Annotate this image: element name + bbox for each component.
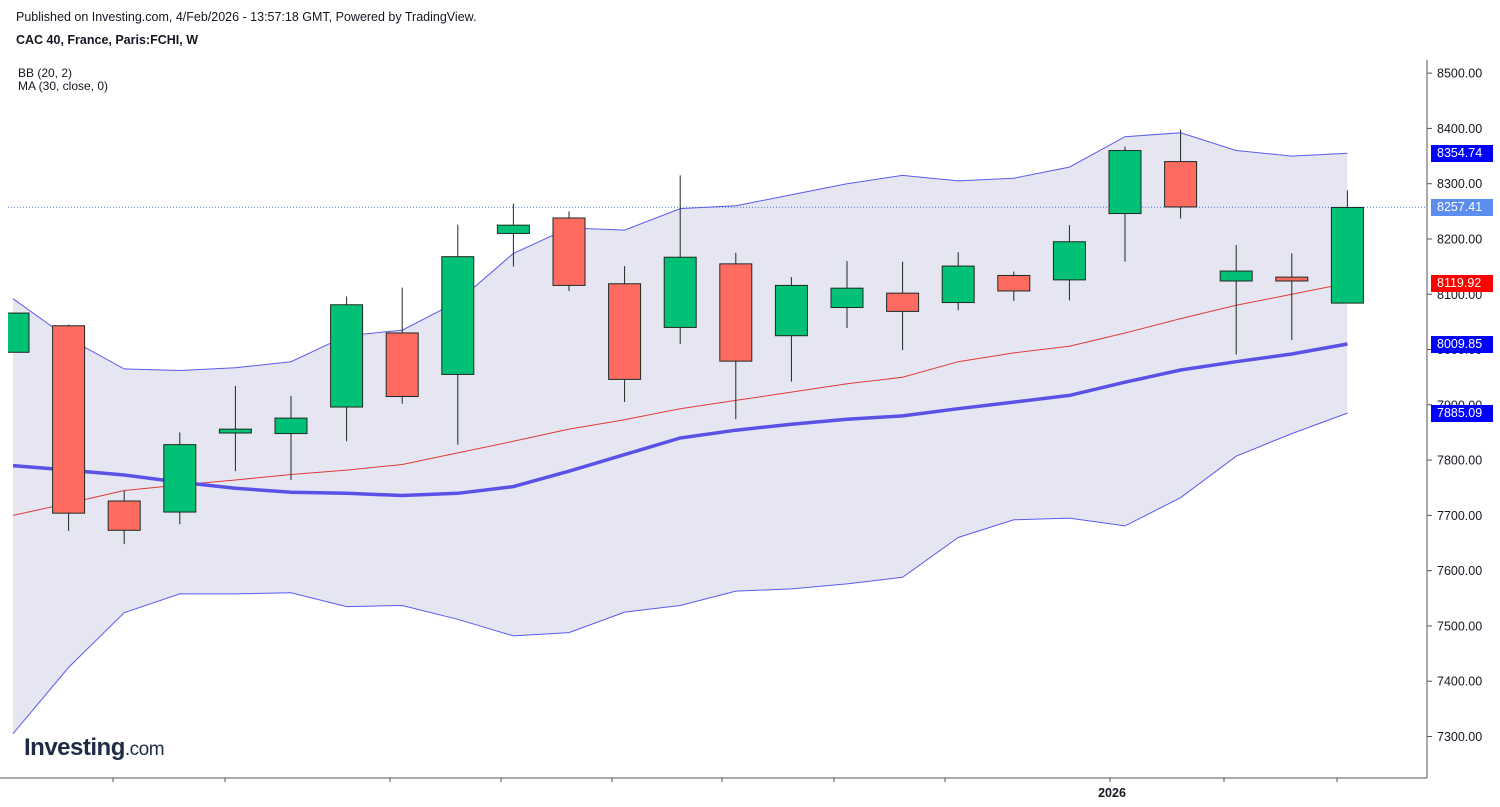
candle-body-down bbox=[107, 500, 141, 531]
logo-name: Investing bbox=[24, 734, 125, 761]
ma-line bbox=[12, 342, 1348, 498]
candle-body-up bbox=[496, 224, 530, 234]
candle bbox=[163, 432, 197, 525]
candle-body-up bbox=[274, 417, 308, 435]
bb-lower-line bbox=[12, 412, 1348, 735]
candle-body-up bbox=[441, 256, 475, 375]
logo-suffix: .com bbox=[124, 739, 165, 760]
bb-indicator-label[interactable]: BB (20, 2) bbox=[18, 66, 73, 80]
candle-body-up bbox=[774, 284, 808, 337]
candles-layer bbox=[8, 129, 1364, 545]
candle bbox=[663, 175, 697, 345]
candle-body-down bbox=[1164, 161, 1198, 208]
candle bbox=[1219, 245, 1253, 355]
symbol-title: CAC 40, France, Paris:FCHI, W bbox=[16, 33, 198, 47]
last-price-tag: 8257.41 bbox=[1431, 198, 1493, 216]
candle-body-up bbox=[830, 287, 864, 309]
candle bbox=[1330, 190, 1364, 304]
candle bbox=[274, 395, 308, 481]
candle bbox=[719, 252, 753, 420]
bb-upper-price-tag: 8354.74 bbox=[1431, 144, 1493, 162]
bb-lower-price-tag: 7885.09 bbox=[1431, 404, 1493, 422]
candle-body-up bbox=[941, 265, 975, 304]
y-tick-label: 8400.00 bbox=[1437, 122, 1482, 136]
candle-body-up bbox=[8, 312, 30, 353]
candle-body-down bbox=[1275, 276, 1309, 282]
candle-body-up bbox=[330, 304, 364, 408]
candle-body-up bbox=[218, 428, 252, 434]
y-tick-label: 7500.00 bbox=[1437, 619, 1482, 633]
candle-body-down bbox=[608, 283, 642, 380]
candle bbox=[8, 312, 30, 353]
candle-body-up bbox=[1108, 150, 1142, 215]
candle bbox=[441, 224, 475, 445]
candle bbox=[107, 490, 141, 545]
candle bbox=[830, 261, 864, 328]
candle-body-down bbox=[997, 274, 1031, 292]
candle-body-up bbox=[1330, 206, 1364, 304]
candle bbox=[52, 324, 86, 531]
candle bbox=[496, 203, 530, 267]
y-tick-label: 7400.00 bbox=[1437, 675, 1482, 689]
candle-body-down bbox=[886, 292, 920, 312]
investing-logo: Investing.com bbox=[24, 734, 165, 762]
candle-body-down bbox=[385, 332, 419, 398]
candle-body-down bbox=[52, 325, 86, 514]
indicator-lines-layer bbox=[8, 206, 1427, 516]
candle-body-down bbox=[552, 217, 586, 286]
candle bbox=[218, 386, 252, 472]
candle-body-up bbox=[1219, 270, 1253, 282]
candle bbox=[886, 261, 920, 351]
candle bbox=[608, 266, 642, 403]
y-tick-label: 7300.00 bbox=[1437, 730, 1482, 744]
candle bbox=[1052, 225, 1086, 301]
candle bbox=[552, 211, 586, 291]
candle bbox=[997, 271, 1031, 301]
candle bbox=[1108, 146, 1142, 262]
x-tick-label: 2026 bbox=[1098, 786, 1126, 800]
candle-body-up bbox=[1052, 241, 1086, 281]
candle bbox=[385, 287, 419, 404]
candle-body-up bbox=[163, 444, 197, 513]
candle bbox=[330, 296, 364, 442]
ma-price-tag: 8009.85 bbox=[1431, 335, 1493, 353]
y-tick-label: 8200.00 bbox=[1437, 232, 1482, 246]
published-caption: Published on Investing.com, 4/Feb/2026 -… bbox=[16, 10, 477, 24]
y-tick-label: 8500.00 bbox=[1437, 67, 1482, 81]
candle bbox=[1275, 253, 1309, 341]
y-tick-label: 7800.00 bbox=[1437, 454, 1482, 468]
y-tick-label: 7700.00 bbox=[1437, 509, 1482, 523]
candle bbox=[941, 252, 975, 311]
candle bbox=[774, 277, 808, 382]
y-tick-label: 8300.00 bbox=[1437, 177, 1482, 191]
candle-body-down bbox=[719, 263, 753, 362]
bb-basis-line bbox=[12, 282, 1348, 516]
candle-body-up bbox=[663, 256, 697, 328]
ma-indicator-label[interactable]: MA (30, close, 0) bbox=[18, 79, 109, 93]
candle bbox=[1164, 129, 1198, 219]
bb-basis-price-tag: 8119.92 bbox=[1431, 274, 1493, 292]
y-tick-label: 7600.00 bbox=[1437, 564, 1482, 578]
